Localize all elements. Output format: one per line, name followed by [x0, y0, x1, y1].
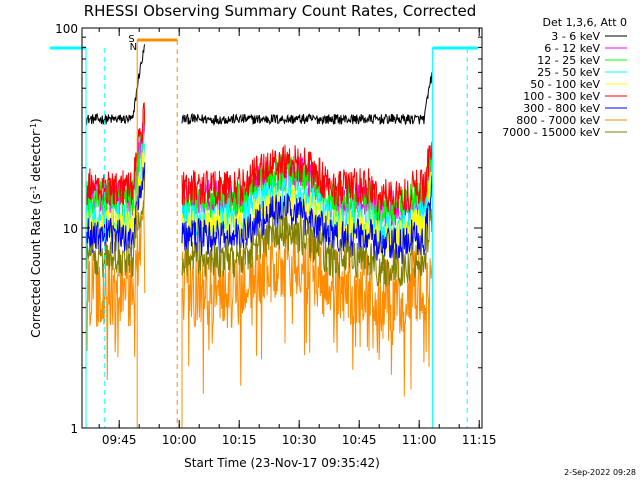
- series-8: [85, 174, 433, 287]
- y-axis-label-sup1: -1: [29, 185, 38, 193]
- series-5-segment-0: [85, 102, 146, 207]
- flag-n-label: N: [130, 42, 137, 53]
- legend-label-3: 25 - 50 keV: [537, 66, 600, 79]
- chart-title: RHESSI Observing Summary Count Rates, Co…: [84, 2, 477, 20]
- series-0-segment-0: [86, 44, 146, 125]
- x-tick-label-2: 10:15: [222, 433, 257, 447]
- legend-label-5: 100 - 300 keV: [523, 90, 600, 103]
- y-axis-label-suffix: ): [29, 118, 43, 123]
- series-0-segment-1: [181, 72, 433, 126]
- data-layer: [85, 44, 433, 428]
- legend-label-4: 50 - 100 keV: [530, 78, 600, 91]
- series-8-segment-1: [181, 208, 433, 287]
- legend-label-1: 6 - 12 keV: [544, 42, 600, 55]
- x-tick-label-3: 10:30: [282, 433, 317, 447]
- y-tick-label-1: 10: [63, 222, 78, 236]
- series-5: [85, 102, 433, 216]
- series-5-segment-1: [181, 141, 433, 216]
- legend-label-7: 800 - 7000 keV: [516, 114, 600, 127]
- axes-layer: 09:45 10:00 10:15 10:30 10:45 11:00 11:15 1 10 10…: [55, 22, 496, 447]
- y-axis-label-sup2: -1: [29, 123, 38, 131]
- marker-layer: SN: [50, 34, 478, 428]
- legend-label-2: 12 - 25 keV: [537, 54, 600, 67]
- x-tick-label-6: 11:15: [462, 433, 497, 447]
- y-tick-label-2: 100: [55, 22, 78, 36]
- legend-label-0: 3 - 6 keV: [551, 30, 600, 43]
- x-tick-label-0: 09:45: [102, 433, 137, 447]
- series-8-segment-0: [85, 174, 146, 278]
- legend-label-6: 300 - 800 keV: [523, 102, 600, 115]
- y-axis-label-prefix: Corrected Count Rate (s: [29, 193, 43, 337]
- flag-s-label: S: [128, 34, 134, 45]
- series-0: [86, 44, 433, 126]
- legend-label-8: 7000 - 15000 keV: [502, 126, 600, 139]
- x-axis-label: Start Time (23-Nov-17 09:35:42): [184, 456, 380, 470]
- y-tick-label-0: 1: [70, 422, 78, 436]
- x-tick-label-5: 11:00: [402, 433, 437, 447]
- series-4-segment-0: [85, 145, 146, 248]
- date-stamp: 2-Sep-2022 09:28: [564, 468, 636, 477]
- x-tick-label-1: 10:00: [162, 433, 197, 447]
- legend-header: Det 1,3,6, Att 0: [543, 16, 627, 29]
- series-6-segment-1: [181, 175, 433, 265]
- series-2-segment-0: [85, 109, 146, 218]
- y-axis-label: Corrected Count Rate (s-1 detector-1): [29, 118, 44, 337]
- x-tick-label-4: 10:45: [342, 433, 377, 447]
- series-7-segment-1: [181, 224, 433, 397]
- y-axis-label-mid: detector: [29, 131, 43, 186]
